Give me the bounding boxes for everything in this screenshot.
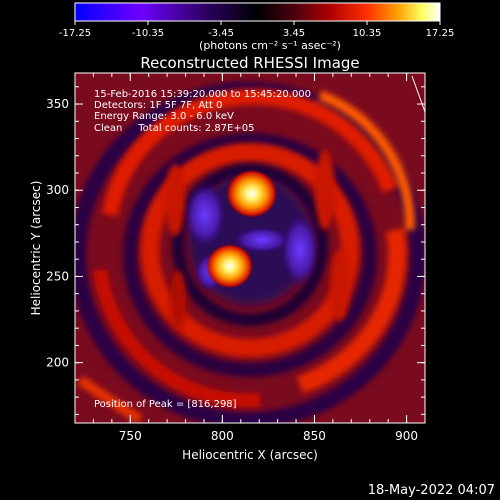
y-tick-label: 250 <box>46 269 69 283</box>
colorbar: -17.25 -10.35 -3.45 3.45 10.35 17.25 (photons… <box>59 2 454 52</box>
annotation-detectors: Detectors: 1F 5F 7F, Att 0 <box>94 100 222 111</box>
footer-date: 18-May-2022 04:07 <box>368 483 495 498</box>
colorbar-ticks: -17.25 -10.35 -3.45 3.45 10.35 17.25 <box>59 21 454 39</box>
annotation-block: 15-Feb-2016 15:39:20.000 to 15:45:20.000… <box>94 89 311 134</box>
colorbar-units: (photons cm⁻² s⁻¹ asec⁻²) <box>199 39 341 52</box>
colorbar-tick-label: -3.45 <box>208 28 234 39</box>
x-tick-label: 900 <box>395 429 418 443</box>
colorbar-tick-label: -17.25 <box>59 28 91 39</box>
colorbar-gradient <box>75 3 440 21</box>
peak-source-2 <box>205 243 254 289</box>
x-tick-label: 750 <box>119 429 142 443</box>
colorbar-tick-label: 17.25 <box>426 28 455 39</box>
y-axis-label: Heliocentric Y (arcsec) <box>29 181 43 316</box>
x-tick-label: 800 <box>211 429 234 443</box>
plot-frame <box>74 72 426 424</box>
chart-title: Reconstructed RHESSI Image <box>140 54 359 72</box>
x-axis-label: Heliocentric X (arcsec) <box>182 448 318 462</box>
annotation-time: 15-Feb-2016 15:39:20.000 to 15:45:20.000 <box>94 89 311 100</box>
x-tick-label: 850 <box>303 429 326 443</box>
y-tick-label: 350 <box>46 97 69 111</box>
colorbar-tick-label: 10.35 <box>353 28 382 39</box>
y-tick-label: 300 <box>46 183 69 197</box>
annotation-clean: Clean Total counts: 2.87E+05 <box>94 123 254 134</box>
peak-source-1 <box>225 168 278 219</box>
axis-ticks: 750 800 850 900 200 250 300 350 <box>46 73 426 443</box>
y-tick-label: 200 <box>46 356 69 370</box>
peak-position-label: Position of Peak = [816,298] <box>94 399 237 410</box>
peaks-layer <box>205 168 278 289</box>
annotation-energy: Energy Range: 3.0 - 6.0 keV <box>94 111 234 122</box>
colorbar-tick-label: -10.35 <box>132 28 164 39</box>
colorbar-tick-label: 3.45 <box>283 28 305 39</box>
heatmap-image <box>75 73 425 423</box>
